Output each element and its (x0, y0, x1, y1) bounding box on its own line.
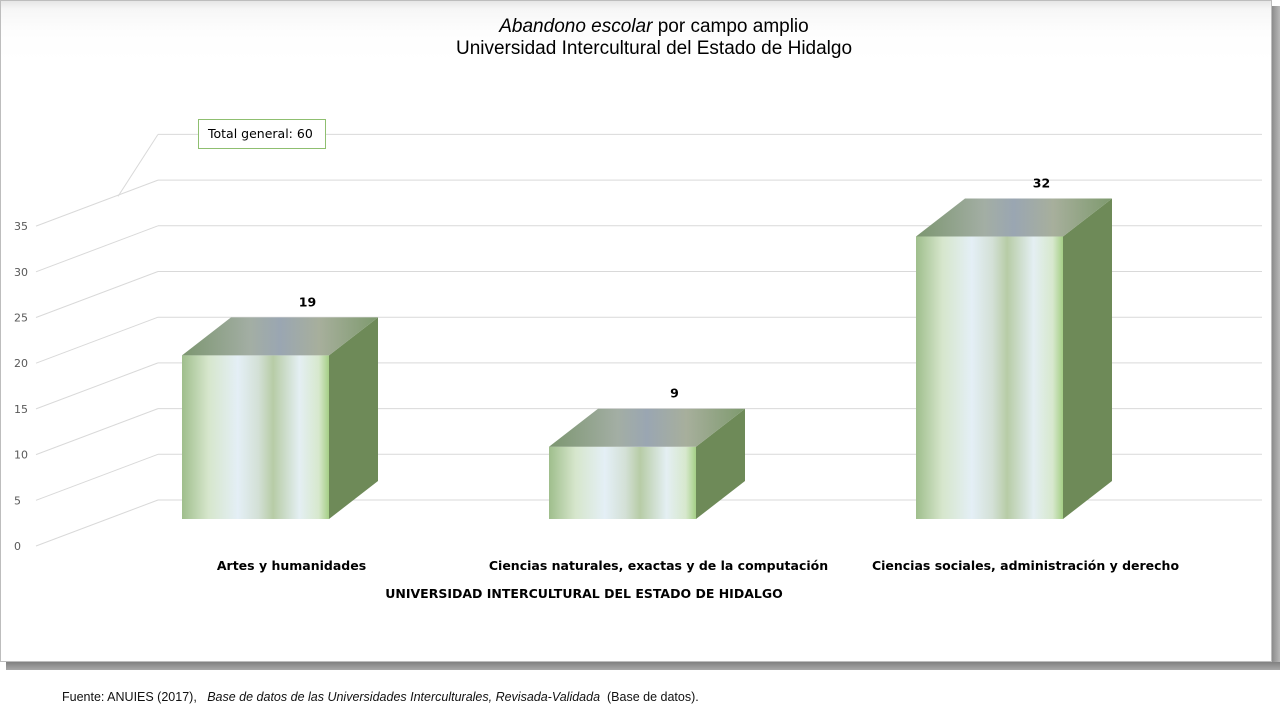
gridline-diagonal (35, 453, 159, 501)
category-label-1: Artes y humanidades (217, 558, 366, 573)
gridline-diagonal (35, 179, 159, 227)
gridline-diagonal (35, 225, 159, 273)
data-label-2: 9 (670, 386, 679, 401)
y-tick-label: 25 (14, 312, 28, 325)
bar-front-2 (549, 446, 696, 519)
y-tick-label: 30 (14, 266, 28, 279)
bar-side-3 (1063, 198, 1112, 519)
chart-title: Abandono escolar por campo amplio Univer… (0, 16, 1280, 60)
chart-title-line1: Abandono escolar por campo amplio (0, 16, 1280, 38)
bar-side-1 (329, 317, 378, 519)
gridline-diagonal (35, 316, 159, 364)
frame-shadow-right (1272, 6, 1280, 670)
chart-title-rest: por campo amplio (657, 16, 809, 37)
bar-side-2 (696, 408, 745, 519)
category-label-3: Ciencias sociales, administración y dere… (872, 558, 1180, 573)
bar-top-1 (182, 317, 378, 356)
bar-front-3 (916, 236, 1063, 519)
x-axis-title: UNIVERSIDAD INTERCULTURAL DEL ESTADO DE … (385, 586, 783, 601)
source-italic: Base de datos de las Universidades Inter… (207, 690, 601, 704)
bar-top-2 (549, 408, 745, 447)
bar-top-3 (916, 198, 1112, 237)
data-label-3: 32 (1033, 176, 1050, 191)
y-tick-label: 20 (14, 357, 28, 370)
chart-title-italic: Abandono escolar (499, 16, 653, 37)
total-general-box: Total general: 60 (198, 119, 326, 149)
bar-front-1 (182, 355, 329, 519)
gridline-diagonal (35, 408, 159, 456)
category-label-2: Ciencias naturales, exactas y de la comp… (489, 558, 828, 573)
y-tick-label: 15 (14, 403, 28, 416)
frame-shadow-bottom (6, 662, 1280, 670)
y-tick-label: 10 (14, 449, 28, 462)
gridline-diagonal (35, 271, 159, 318)
gridline-diagonal (35, 362, 159, 410)
y-tick-label: 0 (14, 540, 21, 553)
y-tick-label: 5 (14, 494, 21, 507)
source-suffix: (Base de datos). (607, 690, 699, 704)
gridline-diagonal (117, 134, 159, 197)
y-tick-label: 35 (14, 220, 28, 233)
chart-title-line2: Universidad Intercultural del Estado de … (455, 38, 853, 59)
source-note: Fuente: ANUIES (2017), Base de datos de … (62, 690, 699, 704)
data-label-1: 19 (299, 294, 316, 309)
gridline-diagonal (35, 499, 159, 547)
source-prefix: Fuente: ANUIES (2017), (62, 690, 197, 704)
